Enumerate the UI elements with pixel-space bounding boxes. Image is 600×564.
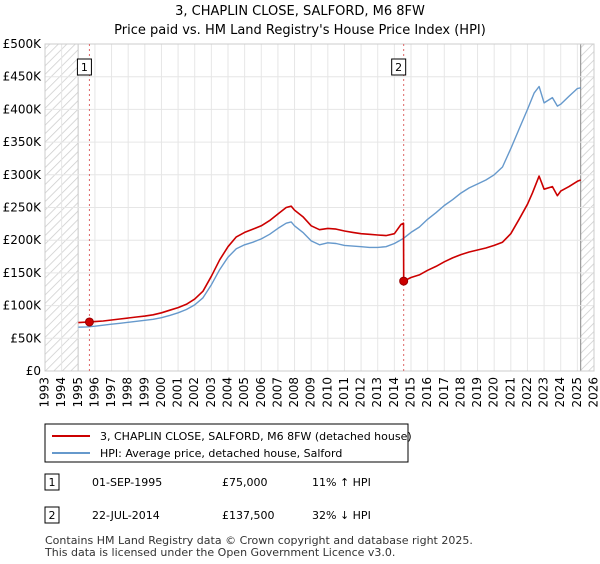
x-tick-label: 1993 [38, 377, 52, 408]
legend: 3, CHAPLIN CLOSE, SALFORD, M6 8FW (detac… [45, 424, 412, 462]
row-marker-id: 1 [49, 476, 56, 489]
y-tick-label: £0 [26, 364, 41, 378]
row-hpi: 32% ↓ HPI [312, 509, 371, 522]
x-tick-label: 1994 [54, 377, 68, 408]
x-tick-label: 2017 [437, 377, 451, 408]
table-row: 2 22-JUL-2014 £137,500 32% ↓ HPI [45, 507, 371, 523]
y-tick-label: £300K [3, 168, 43, 182]
y-tick-label: £400K [3, 102, 43, 116]
x-tick-label: 2007 [270, 377, 284, 408]
y-tick-label: £150K [3, 266, 43, 280]
x-tick-label: 2004 [221, 377, 235, 408]
x-tick-label: 2022 [520, 377, 534, 408]
x-tick-label: 2018 [453, 377, 467, 408]
x-tick-label: 2010 [320, 377, 334, 408]
x-tick-label: 2003 [204, 377, 218, 408]
x-tick-label: 2016 [420, 377, 434, 408]
sale-point-2 [400, 277, 408, 285]
sales-table: 1 01-SEP-1995 £75,000 11% ↑ HPI 2 22-JUL… [45, 474, 371, 523]
x-tick-label: 2001 [171, 377, 185, 408]
y-tick-label: £450K [3, 70, 43, 84]
x-tick-label: 2000 [154, 377, 168, 408]
x-tick-label: 2013 [370, 377, 384, 408]
y-tick-label: £250K [3, 201, 43, 215]
x-tick-label: 2024 [553, 377, 567, 408]
x-tick-label: 1997 [104, 377, 118, 408]
y-tick-label: £100K [3, 299, 43, 313]
row-marker-id: 2 [49, 509, 56, 522]
x-tick-label: 2025 [570, 377, 584, 408]
x-tick-label: 1996 [87, 377, 101, 408]
y-tick-label: £200K [3, 233, 43, 247]
x-tick-label: 2011 [337, 377, 351, 408]
sale-marker-label-2: 2 [395, 61, 402, 74]
row-price: £137,500 [222, 509, 275, 522]
y-axis-ticks: £0 £50K £100K £150K £200K £250K £300K £350K £400… [3, 37, 43, 378]
footer-licence: This data is licensed under the Open Gov… [44, 546, 395, 559]
sale-marker-label-1: 1 [81, 61, 88, 74]
x-tick-label: 2023 [537, 377, 551, 408]
x-tick-label: 2015 [404, 377, 418, 408]
x-tick-label: 2009 [304, 377, 318, 408]
x-tick-label: 2006 [254, 377, 268, 408]
series-lines [78, 87, 580, 328]
sale-points [85, 277, 407, 326]
series-line-hpi [78, 87, 580, 328]
row-hpi: 11% ↑ HPI [312, 476, 371, 489]
x-tick-label: 2021 [503, 377, 517, 408]
x-tick-label: 2005 [237, 377, 251, 408]
x-tick-label: 2014 [387, 377, 401, 408]
y-tick-label: £50K [10, 331, 42, 345]
series-line-property [78, 176, 580, 323]
x-tick-label: 2019 [470, 377, 484, 408]
chart-subtitle: Price paid vs. HM Land Registry's House … [114, 23, 486, 38]
x-tick-label: 2012 [354, 377, 368, 408]
row-price: £75,000 [222, 476, 268, 489]
x-tick-label: 2020 [487, 377, 501, 408]
x-tick-label: 1998 [121, 377, 135, 408]
row-date: 22-JUL-2014 [92, 509, 160, 522]
sale-point-1 [85, 318, 93, 326]
legend-label-property: 3, CHAPLIN CLOSE, SALFORD, M6 8FW (detac… [100, 430, 412, 443]
x-tick-label: 2008 [287, 377, 301, 408]
chart-title: 3, CHAPLIN CLOSE, SALFORD, M6 8FW [175, 4, 425, 19]
x-tick-label: 1999 [137, 377, 151, 408]
legend-label-hpi: HPI: Average price, detached house, Salf… [100, 447, 342, 460]
table-row: 1 01-SEP-1995 £75,000 11% ↑ HPI [45, 474, 371, 490]
y-tick-label: £500K [3, 37, 43, 51]
x-tick-label: 2002 [187, 377, 201, 408]
x-tick-label: 1995 [71, 377, 85, 408]
row-date: 01-SEP-1995 [92, 476, 162, 489]
x-tick-label: 2026 [587, 377, 600, 408]
y-tick-label: £350K [3, 135, 43, 149]
